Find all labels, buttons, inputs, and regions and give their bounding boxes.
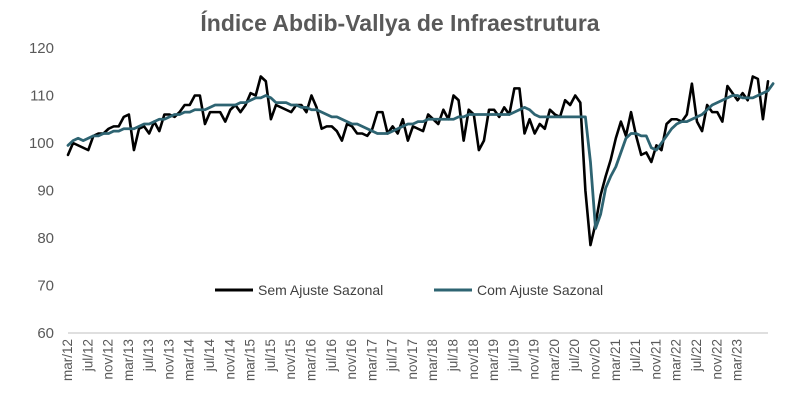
y-tick-label: 60	[37, 325, 54, 342]
x-axis: mar/12 jul/12 nov/12 mar/13 jul/13 nov/13 mar/…	[60, 332, 768, 382]
x-tick-label: jul/20	[567, 339, 582, 372]
x-tick-label: nov/12	[101, 339, 116, 380]
x-tick-label: jul/19	[506, 339, 521, 372]
y-tick-label: 100	[29, 135, 54, 152]
x-tick-label: mar/17	[364, 339, 379, 381]
x-tick-label: mar/22	[669, 339, 684, 381]
y-tick-label: 110	[30, 88, 54, 105]
x-tick-label: mar/13	[121, 339, 136, 381]
legend-label-com-ajuste: Com Ajuste Sazonal	[477, 282, 603, 298]
y-tick-label: 70	[37, 278, 54, 295]
x-tick-label: mar/18	[425, 339, 440, 381]
x-tick-label: jul/14	[202, 339, 217, 373]
x-tick-label: nov/16	[344, 339, 359, 380]
x-tick-label: mar/20	[547, 339, 562, 381]
x-tick-label: nov/20	[588, 339, 603, 380]
x-tick-label: mar/15	[243, 339, 258, 381]
x-tick-label: jul/18	[446, 339, 461, 372]
x-tick-label: jul/15	[263, 339, 278, 372]
x-tick-label: mar/23	[730, 339, 745, 381]
legend-label-sem-ajuste: Sem Ajuste Sazonal	[258, 282, 383, 298]
x-tick-label: jul/16	[324, 339, 339, 372]
x-tick-label: jul/21	[628, 339, 643, 372]
x-tick-label: mar/19	[486, 339, 501, 381]
x-tick-label: jul/17	[385, 339, 400, 372]
y-tick-label: 80	[37, 230, 54, 247]
x-tick-label: nov/19	[527, 339, 542, 380]
x-tick-label: nov/17	[405, 339, 420, 380]
y-tick-label: 120	[29, 40, 54, 57]
x-tick-label: jul/12	[80, 339, 95, 372]
x-tick-label: jul/13	[141, 339, 156, 372]
x-tick-label: nov/13	[161, 339, 176, 380]
x-tick-label: mar/12	[60, 339, 75, 381]
x-tick-label: nov/14	[222, 339, 237, 380]
x-tick-label: mar/21	[608, 339, 623, 381]
x-tick-label: nov/22	[709, 339, 724, 380]
y-tick-label: 90	[37, 183, 54, 200]
x-tick-label: nov/21	[648, 339, 663, 380]
x-tick-label: nov/18	[466, 339, 481, 380]
x-tick-label: mar/14	[182, 339, 197, 382]
legend: Sem Ajuste Sazonal Com Ajuste Sazonal	[215, 282, 603, 298]
x-tick-label: nov/15	[283, 339, 298, 380]
chart-title: Índice Abdib-Vallya de Infraestrutura	[200, 10, 600, 36]
x-tick-label: jul/22	[689, 339, 704, 372]
series-line-sem-ajuste	[66, 75, 770, 247]
series-line-com-ajuste	[66, 82, 775, 230]
x-tick-label: mar/16	[303, 339, 318, 381]
series-layer	[66, 75, 775, 247]
y-axis: 60 70 80 90 100 110 120	[29, 40, 54, 342]
